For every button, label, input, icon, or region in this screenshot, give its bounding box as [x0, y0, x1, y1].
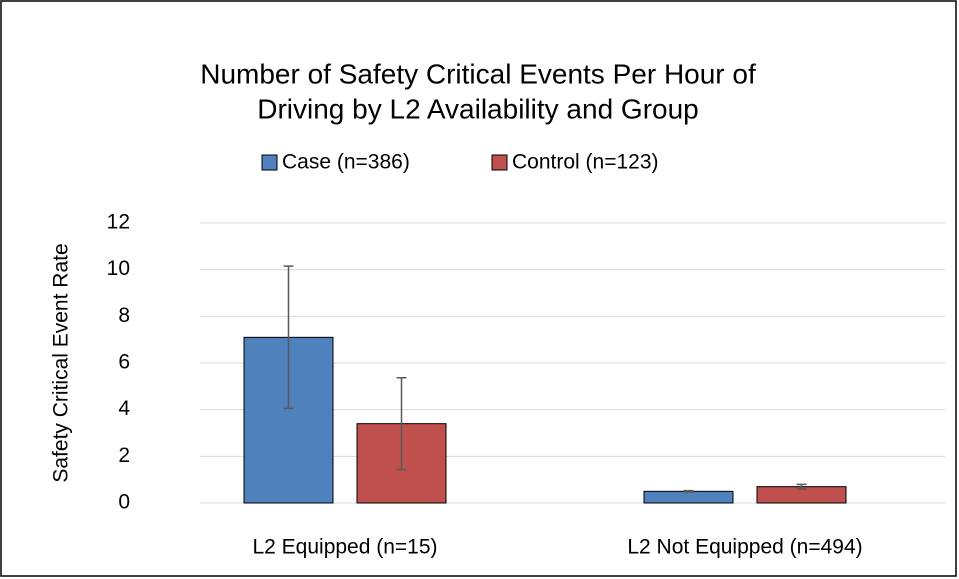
legend-label: Control (n=123) — [512, 151, 659, 174]
y-tick-label: 8 — [118, 304, 130, 327]
error-bar — [683, 489, 694, 493]
y-tick-label: 4 — [118, 397, 130, 420]
chart-title: Number of Safety Critical Events Per Hou… — [200, 58, 756, 89]
y-tick-label: 12 — [107, 211, 130, 234]
error-bar — [396, 376, 407, 471]
error-bar — [283, 265, 294, 410]
y-tick-label: 10 — [107, 257, 130, 280]
y-tick-label: 6 — [118, 351, 130, 374]
legend-swatch — [491, 154, 508, 171]
legend-swatch — [261, 154, 278, 171]
bar — [643, 490, 734, 504]
error-bar — [796, 483, 807, 490]
x-tick-label: L2 Not Equipped (n=494) — [627, 536, 862, 559]
y-tick-label: 2 — [118, 444, 130, 467]
chart-title: Driving by L2 Availability and Group — [257, 93, 699, 124]
y-axis-label: Safety Critical Event Rate — [50, 243, 73, 482]
legend-label: Case (n=386) — [282, 151, 410, 174]
x-tick-label: L2 Equipped (n=15) — [252, 536, 437, 559]
y-tick-label: 0 — [118, 491, 130, 514]
